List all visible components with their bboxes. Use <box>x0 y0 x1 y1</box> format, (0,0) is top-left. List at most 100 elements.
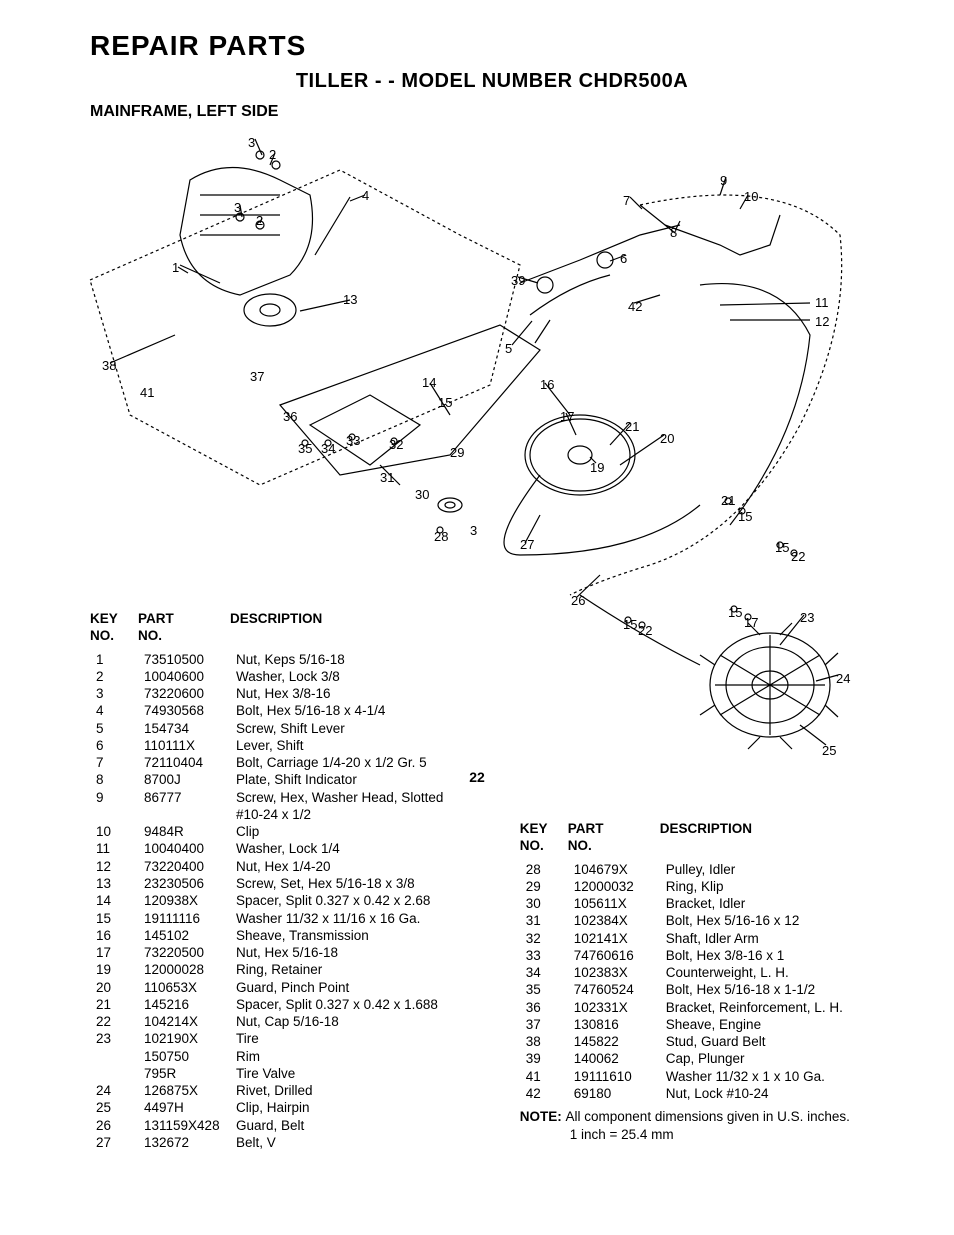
cell-desc: Lever, Shift <box>236 737 480 754</box>
col-desc-header: DESCRIPTION <box>230 610 480 645</box>
table-row: 16145102Sheave, Transmission <box>90 927 480 944</box>
cell-key: 10 <box>90 823 144 840</box>
cell-part: 74760524 <box>574 981 666 998</box>
table-row: 14120938XSpacer, Split 0.327 x 0.42 x 2.… <box>90 892 480 909</box>
cell-part: 10040600 <box>144 668 236 685</box>
diagram-callout: 31 <box>380 470 394 485</box>
cell-key: 33 <box>520 947 574 964</box>
cell-part: 10040400 <box>144 840 236 857</box>
table-row: 795RTire Valve <box>90 1065 480 1082</box>
cell-desc: Rim <box>236 1048 480 1065</box>
table-row: 37130816Sheave, Engine <box>520 1016 890 1033</box>
page-number: 22 <box>0 769 954 785</box>
cell-key: 16 <box>90 927 144 944</box>
table-row: 32102141XShaft, Idler Arm <box>520 930 890 947</box>
cell-part: 131159X428 <box>144 1117 236 1134</box>
cell-part: 104214X <box>144 1013 236 1030</box>
cell-desc: Nut, Hex 5/16-18 <box>236 944 480 961</box>
table-row: #10-24 x 1/2 <box>90 806 480 823</box>
table-row: 1519111116Washer 11/32 x 11/16 x 16 Ga. <box>90 910 480 927</box>
diagram-callout: 10 <box>744 189 758 204</box>
cell-key: 26 <box>90 1117 144 1134</box>
cell-desc: Belt, V <box>236 1134 480 1151</box>
cell-desc: Guard, Belt <box>236 1117 480 1134</box>
cell-part: 19111610 <box>574 1068 666 1085</box>
cell-desc: Washer 11/32 x 1 x 10 Ga. <box>666 1068 890 1085</box>
diagram-callout: 19 <box>590 460 604 475</box>
cell-desc: Ring, Klip <box>666 878 890 895</box>
diagram-callout: 35 <box>298 441 312 456</box>
table-row: 30105611XBracket, Idler <box>520 895 890 912</box>
table-row: 1273220400Nut, Hex 1/4-20 <box>90 858 480 875</box>
cell-desc: Screw, Set, Hex 5/16-18 x 3/8 <box>236 875 480 892</box>
cell-part: 795R <box>144 1065 236 1082</box>
cell-key: 15 <box>90 910 144 927</box>
cell-key: 5 <box>90 720 144 737</box>
diagram-callout: 7 <box>623 193 630 208</box>
diagram-callout: 20 <box>660 431 674 446</box>
cell-key: 31 <box>520 912 574 929</box>
diagram-callout: 29 <box>450 445 464 460</box>
diagram-callout: 11 <box>815 295 829 310</box>
table-row: 4119111610Washer 11/32 x 1 x 10 Ga. <box>520 1068 890 1085</box>
cell-key: 24 <box>90 1082 144 1099</box>
col-part-header: PARTNO. <box>138 610 230 645</box>
cell-key: 36 <box>520 999 574 1016</box>
cell-part: 19111116 <box>144 910 236 927</box>
diagram-callout: 21 <box>625 419 639 434</box>
cell-key: 38 <box>520 1033 574 1050</box>
cell-desc: Nut, Keps 5/16-18 <box>236 651 480 668</box>
cell-part: 132672 <box>144 1134 236 1151</box>
diagram-callout: 26 <box>571 593 585 608</box>
cell-part: 73220500 <box>144 944 236 961</box>
cell-part: 110111X <box>144 737 236 754</box>
cell-desc: Counterweight, L. H. <box>666 964 890 981</box>
table-row: 3374760616Bolt, Hex 3/8-16 x 1 <box>520 947 890 964</box>
diagram-callout: 6 <box>620 251 627 266</box>
cell-part: 12000032 <box>574 878 666 895</box>
cell-part: 130816 <box>574 1016 666 1033</box>
cell-part: 104679X <box>574 861 666 878</box>
diagram-callout: 9 <box>720 173 727 188</box>
cell-part: 4497H <box>144 1099 236 1116</box>
table-row: 39140062Cap, Plunger <box>520 1050 890 1067</box>
cell-key: 28 <box>520 861 574 878</box>
table-row: 173510500Nut, Keps 5/16-18 <box>90 651 480 668</box>
table-row: 6110111XLever, Shift <box>90 737 480 754</box>
diagram-callout: 27 <box>520 537 534 552</box>
cell-desc: Clip <box>236 823 480 840</box>
cell-key: 25 <box>90 1099 144 1116</box>
table-row: 1773220500Nut, Hex 5/16-18 <box>90 944 480 961</box>
cell-part: 73510500 <box>144 651 236 668</box>
col-key-header: KEYNO. <box>90 610 138 645</box>
cell-desc: Cap, Plunger <box>666 1050 890 1067</box>
diagram-callout: 17 <box>560 409 574 424</box>
table-row: 31102384XBolt, Hex 5/16-16 x 12 <box>520 912 890 929</box>
cell-desc: Bracket, Reinforcement, L. H. <box>666 999 890 1016</box>
diagram-callout: 32 <box>389 437 403 452</box>
cell-key: 12 <box>90 858 144 875</box>
cell-key: 4 <box>90 702 144 719</box>
diagram-callout: 15 <box>728 605 742 620</box>
table-row: 373220600Nut, Hex 3/8-16 <box>90 685 480 702</box>
cell-desc: Nut, Hex 3/8-16 <box>236 685 480 702</box>
cell-desc: Nut, Lock #10-24 <box>666 1085 890 1102</box>
cell-part: 154734 <box>144 720 236 737</box>
table-row: 1912000028Ring, Retainer <box>90 961 480 978</box>
col-desc-header-r: DESCRIPTION <box>660 820 890 855</box>
diagram-callout: 8 <box>670 225 677 240</box>
cell-desc: Stud, Guard Belt <box>666 1033 890 1050</box>
cell-key: 37 <box>520 1016 574 1033</box>
diagram-callout: 33 <box>346 433 360 448</box>
cell-key: 22 <box>90 1013 144 1030</box>
diagram-callout: 30 <box>415 487 429 502</box>
cell-desc: Nut, Cap 5/16-18 <box>236 1013 480 1030</box>
diagram-callout: 5 <box>505 341 512 356</box>
cell-part: 150750 <box>144 1048 236 1065</box>
col-key-header-r: KEYNO. <box>520 820 568 855</box>
cell-part: 23230506 <box>144 875 236 892</box>
cell-key: 30 <box>520 895 574 912</box>
cell-key: 20 <box>90 979 144 996</box>
table-row: 27132672Belt, V <box>90 1134 480 1151</box>
diagram-callout: 34 <box>321 441 335 456</box>
